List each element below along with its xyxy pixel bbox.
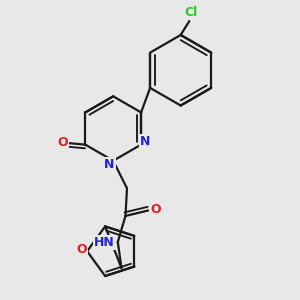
Text: N: N xyxy=(104,158,115,171)
Text: O: O xyxy=(150,203,160,216)
Text: N: N xyxy=(140,135,150,148)
Text: O: O xyxy=(76,243,87,256)
Text: HN: HN xyxy=(94,236,115,249)
Text: O: O xyxy=(57,136,68,149)
Text: Cl: Cl xyxy=(184,6,197,19)
